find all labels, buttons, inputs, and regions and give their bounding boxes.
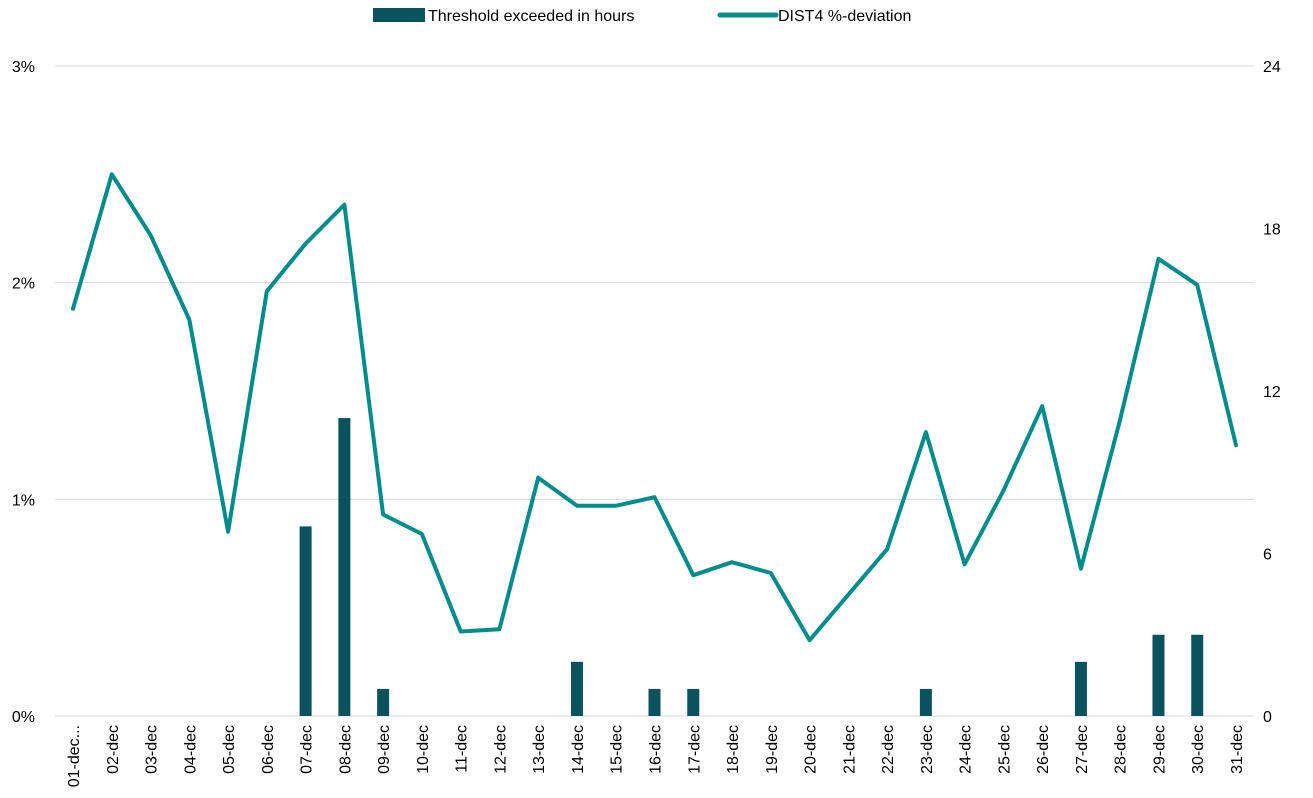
- bar-threshold-hours: [919, 688, 932, 716]
- x-tick-label: 22-dec: [880, 725, 897, 774]
- bar-threshold-hours: [570, 661, 583, 716]
- y-right-tick-label: 18: [1263, 222, 1281, 239]
- y-right-tick-label: 0: [1263, 709, 1272, 726]
- bar-threshold-hours: [1191, 634, 1204, 716]
- x-tick-label: 14-dec: [570, 725, 587, 774]
- y-axis-right: 0 6 12 18 24: [1263, 59, 1281, 726]
- line-series-dist4-deviation: [71, 172, 1238, 643]
- x-tick-label: 03-dec: [144, 725, 161, 774]
- x-tick-label: 08-dec: [337, 725, 354, 774]
- x-tick-label: 29-dec: [1151, 725, 1168, 774]
- bar-threshold-hours: [1074, 661, 1087, 716]
- y-left-tick-label: 0%: [12, 709, 35, 726]
- x-tick-label: 04-dec: [182, 725, 199, 774]
- x-tick-label: 12-dec: [492, 725, 509, 774]
- x-tick-label: 02-dec: [105, 725, 122, 774]
- bar-series-threshold-hours: [299, 418, 1204, 716]
- x-tick-label: 16-dec: [648, 725, 665, 774]
- bar-threshold-hours: [687, 688, 700, 716]
- bar-threshold-hours: [648, 688, 661, 716]
- line-dist4-deviation: [71, 172, 1238, 643]
- legend: Threshold exceeded in hours DIST4 %-devi…: [373, 8, 911, 25]
- x-tick-label: 20-dec: [803, 725, 820, 774]
- y-right-tick-label: 24: [1263, 59, 1281, 76]
- x-tick-label: 05-dec: [221, 725, 238, 774]
- x-tick-label: 24-dec: [958, 725, 975, 774]
- x-tick-label: 19-dec: [764, 725, 781, 774]
- x-tick-label: 21-dec: [841, 725, 858, 774]
- gridlines: [55, 65, 1254, 717]
- y-left-tick-label: 2%: [12, 276, 35, 293]
- x-axis: 01-dec... 02-dec 03-dec 04-dec 05-dec 06-dec 0…: [66, 725, 1246, 787]
- bar-threshold-hours: [338, 418, 351, 716]
- x-tick-label: 26-dec: [1035, 725, 1052, 774]
- x-tick-label: 23-dec: [919, 725, 936, 774]
- y-axis-left: 0% 1% 2% 3%: [12, 59, 35, 726]
- x-tick-label: 31-dec: [1229, 725, 1246, 774]
- x-tick-label: 27-dec: [1074, 725, 1091, 774]
- x-tick-label: 15-dec: [609, 725, 626, 774]
- x-tick-label: 06-dec: [260, 725, 277, 774]
- x-tick-label: 17-dec: [686, 725, 703, 774]
- bar-threshold-hours: [1152, 634, 1165, 716]
- x-tick-label: 18-dec: [725, 725, 742, 774]
- y-left-tick-label: 3%: [12, 59, 35, 76]
- legend-label-dist4-deviation: DIST4 %-deviation: [778, 8, 911, 25]
- legend-label-threshold-hours: Threshold exceeded in hours: [428, 8, 634, 25]
- bar-threshold-hours: [299, 526, 312, 716]
- x-tick-label: 09-dec: [376, 725, 393, 774]
- y-right-tick-label: 12: [1263, 384, 1281, 401]
- x-tick-label: 30-dec: [1190, 725, 1207, 774]
- x-tick-label: 13-dec: [531, 725, 548, 774]
- bar-threshold-hours: [377, 688, 390, 716]
- x-tick-label: 01-dec...: [66, 725, 83, 787]
- y-left-tick-label: 1%: [12, 492, 35, 509]
- x-tick-label: 10-dec: [415, 725, 432, 774]
- x-tick-label: 07-dec: [299, 725, 316, 774]
- x-tick-label: 28-dec: [1113, 725, 1130, 774]
- legend-swatch-threshold-hours: [373, 8, 425, 22]
- x-tick-label: 25-dec: [996, 725, 1013, 774]
- x-tick-label: 11-dec: [454, 725, 471, 773]
- y-right-tick-label: 6: [1263, 547, 1272, 564]
